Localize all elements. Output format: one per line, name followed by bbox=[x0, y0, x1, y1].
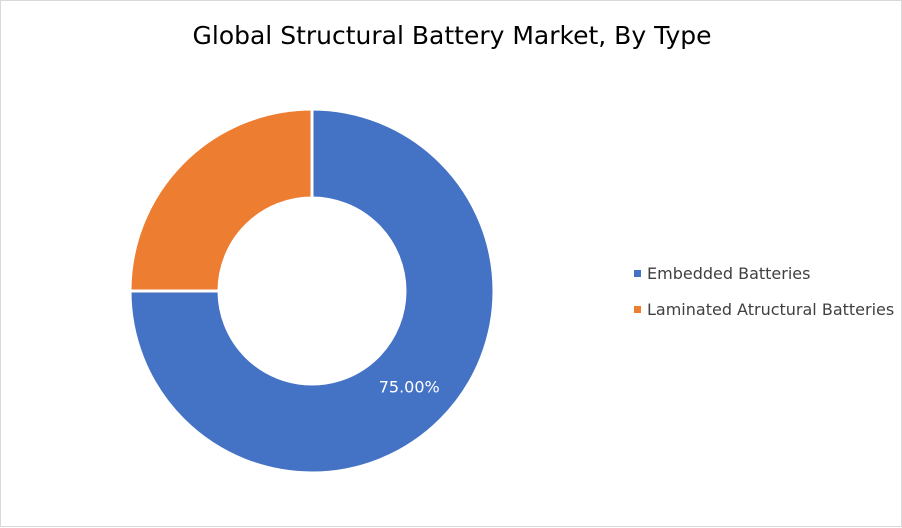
legend-swatch-laminated-atructural-batteries bbox=[634, 305, 641, 313]
donut-slice-2 bbox=[128, 107, 314, 293]
legend-item-laminated-atructural-batteries: Laminated Atructural Batteries bbox=[634, 299, 894, 319]
chart-title: Global Structural Battery Market, By Typ… bbox=[192, 21, 712, 50]
donut-slice-1 bbox=[128, 107, 496, 475]
legend-label: Embedded Batteries bbox=[647, 263, 811, 283]
legend-item-embedded-batteries: Embedded Batteries bbox=[634, 263, 894, 283]
legend: Embedded Batteries Laminated Atructural … bbox=[634, 263, 894, 335]
legend-swatch-embedded-batteries bbox=[634, 269, 641, 277]
legend-label: Laminated Atructural Batteries bbox=[647, 299, 895, 319]
data-label-1: 75.00% bbox=[379, 378, 440, 397]
